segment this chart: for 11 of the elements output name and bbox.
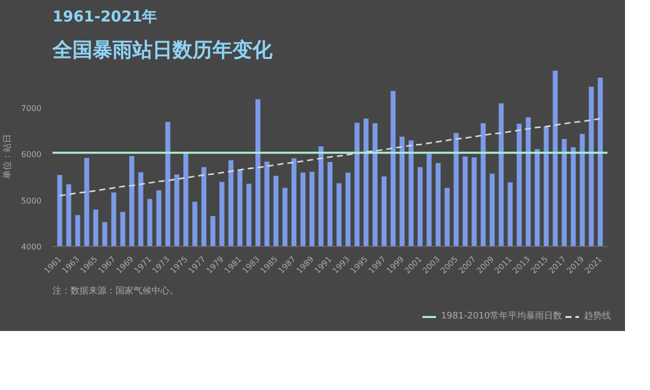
- chart-title: 1961-2021年: [52, 8, 158, 26]
- legend-label: 1981-2010常年平均暴雨日数: [440, 310, 562, 322]
- chart-subtitle: 全国暴雨站日数历年变化: [52, 38, 274, 62]
- y-axis-title: 单位：站日: [2, 134, 14, 179]
- y-tick-label: 5000: [21, 196, 42, 206]
- y-tick-label: 7000: [21, 104, 42, 114]
- legend-label: 趋势线: [584, 310, 611, 322]
- y-tick-label: 4000: [21, 242, 42, 252]
- y-tick-label: 6000: [21, 150, 42, 160]
- line-series: [58, 118, 602, 196]
- text: 注：数据来源：国家气候中心。: [52, 286, 178, 296]
